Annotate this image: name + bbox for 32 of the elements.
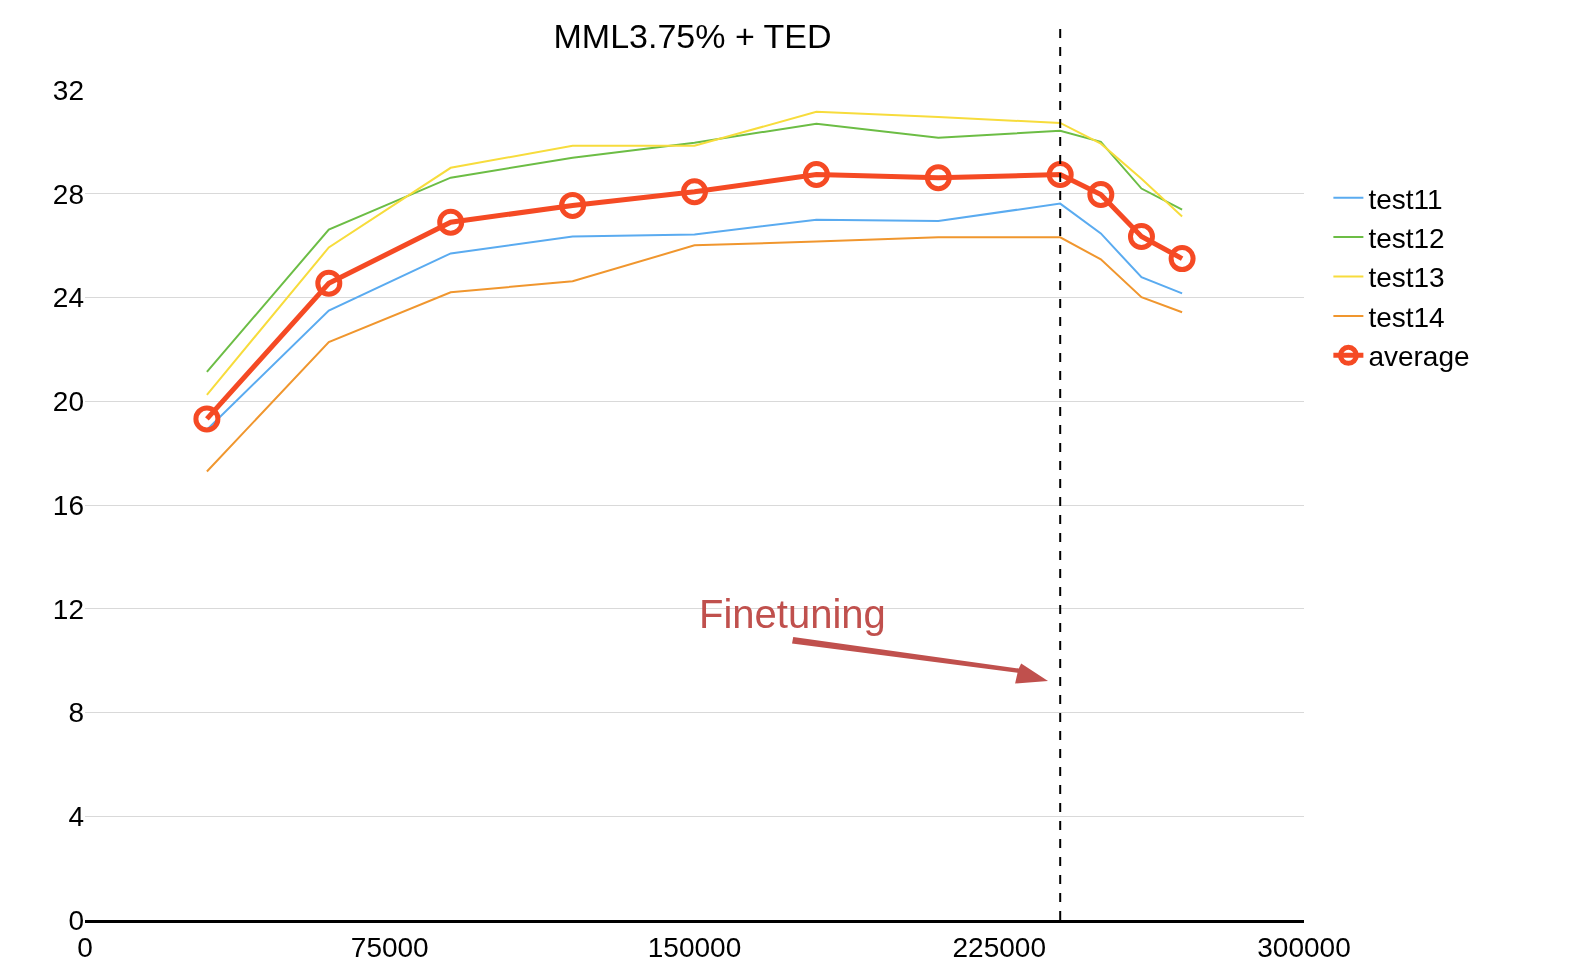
y-tick-label: 12	[52, 593, 84, 625]
point	[315, 269, 343, 297]
x-tick-label: 225000	[952, 931, 1046, 963]
point	[1168, 245, 1196, 273]
point	[1046, 161, 1074, 189]
point	[1087, 181, 1115, 209]
line-series	[205, 236, 1184, 473]
x-tick-label: 75000	[350, 931, 429, 963]
y-tick-label: 0	[68, 904, 84, 936]
legend-label: test14	[1368, 301, 1445, 333]
legend-label: test11	[1368, 183, 1443, 215]
y-tick-label: 24	[52, 282, 84, 314]
legend-label: average	[1368, 341, 1470, 373]
y-tick-label: 20	[52, 386, 84, 418]
point	[559, 191, 587, 219]
x-tick-label: 150000	[647, 931, 742, 963]
y-tick-label: 16	[52, 489, 84, 521]
y-tick-label: 32	[52, 74, 84, 106]
point	[193, 405, 221, 433]
annotation: Finetuning	[699, 592, 886, 636]
point	[802, 161, 830, 189]
point	[437, 208, 465, 236]
point	[1127, 223, 1155, 251]
x-tick-label: 300000	[1257, 931, 1351, 963]
y-tick-label: 8	[68, 697, 84, 729]
legend-label: test13	[1368, 262, 1445, 294]
point	[681, 178, 708, 206]
chart-title: MML3.75% + TED	[553, 17, 832, 56]
y-tick-label: 4	[68, 801, 84, 833]
y-tick-label: 28	[52, 178, 84, 210]
legend-label: test12	[1368, 223, 1445, 255]
point	[924, 164, 952, 192]
